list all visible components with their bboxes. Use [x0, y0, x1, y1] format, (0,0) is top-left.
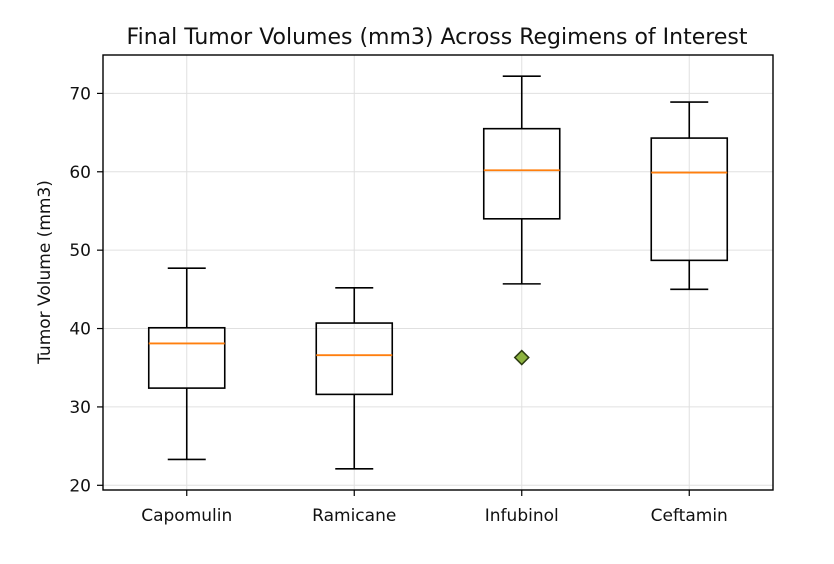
box-infubinol [482, 75, 561, 366]
y-tick-label: 70 [69, 84, 91, 104]
iqr-box [315, 322, 394, 396]
box-ceftamin [650, 101, 729, 291]
y-tick-label: 50 [69, 241, 91, 261]
x-tick-label: Ramicane [312, 506, 396, 526]
x-tick-label: Infubinol [485, 506, 559, 526]
iqr-box [482, 127, 561, 220]
y-tick-label: 60 [69, 163, 91, 183]
x-tick-label: Ceftamin [651, 506, 728, 526]
outlier-point [513, 349, 530, 366]
iqr-box [147, 326, 226, 389]
iqr-box [650, 137, 729, 262]
y-tick-label: 30 [69, 398, 91, 418]
axis-ticks: 20 30 40 50 60 70 Capomulin Ramicane Infubinol Ce… [69, 84, 727, 526]
x-tick-label: Capomulin [141, 506, 232, 526]
y-tick-label: 40 [69, 320, 91, 340]
y-tick-label: 20 [69, 476, 91, 496]
grid-lines [103, 55, 773, 490]
plot-frame [102, 54, 774, 491]
box-series [147, 75, 729, 470]
y-axis-label: Tumor Volume (mm3) [35, 180, 55, 365]
box-ramicane [315, 286, 394, 470]
box-capomulin [147, 267, 226, 461]
chart-title: Final Tumor Volumes (mm3) Across Regimen… [127, 25, 748, 50]
